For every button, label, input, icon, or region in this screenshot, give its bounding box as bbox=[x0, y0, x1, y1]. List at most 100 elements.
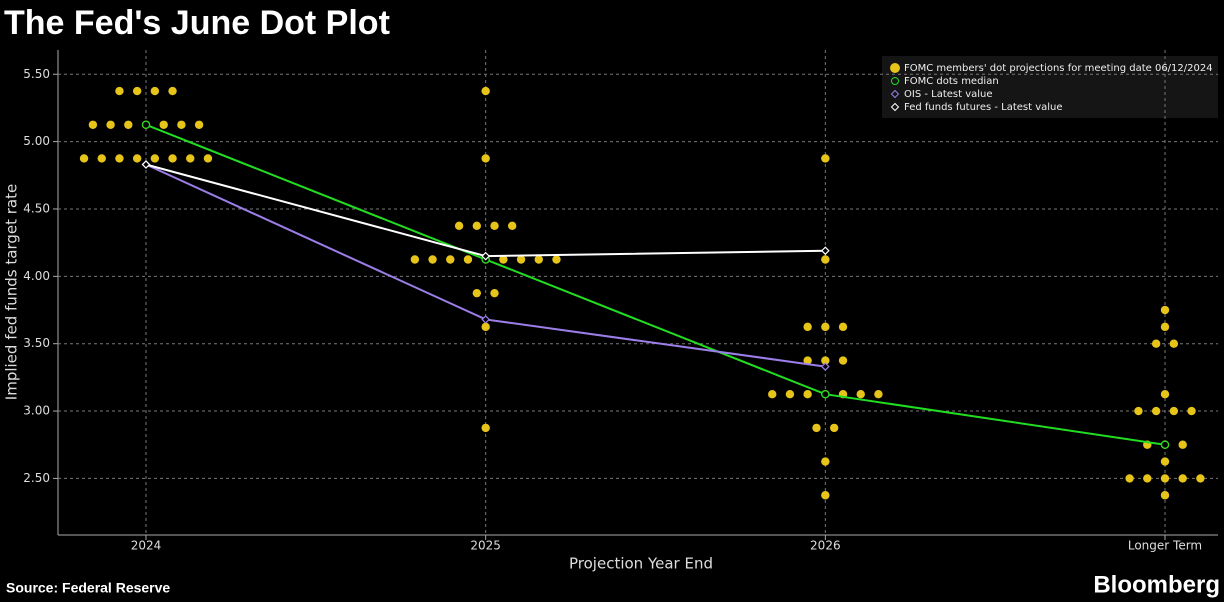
dot bbox=[1134, 406, 1143, 416]
dot bbox=[115, 154, 124, 163]
legend-label: FOMC dots median bbox=[904, 76, 999, 87]
dot bbox=[1169, 339, 1179, 348]
dot bbox=[177, 120, 186, 129]
chart-title: The Fed's June Dot Plot bbox=[4, 4, 390, 42]
y-tick-label: 4.50 bbox=[23, 201, 50, 215]
dot bbox=[454, 221, 464, 231]
dot bbox=[115, 86, 124, 96]
x-tick-label: 2024 bbox=[131, 539, 162, 553]
dot bbox=[97, 154, 106, 163]
y-tick-label: 5.50 bbox=[23, 67, 50, 81]
legend-symbol bbox=[890, 89, 900, 99]
dot bbox=[856, 390, 865, 399]
x-tick-label: Longer Term bbox=[1128, 539, 1202, 553]
dot bbox=[472, 221, 482, 231]
dot bbox=[124, 120, 133, 129]
dot bbox=[821, 154, 830, 163]
legend-box bbox=[882, 56, 1218, 118]
dot bbox=[829, 423, 839, 433]
dot bbox=[838, 356, 848, 365]
dot bbox=[785, 390, 795, 399]
dot bbox=[821, 457, 830, 466]
source: Source: Federal Reserve bbox=[6, 580, 170, 596]
dot bbox=[150, 86, 160, 96]
legend-symbol bbox=[890, 63, 900, 73]
dot bbox=[186, 154, 195, 163]
y-tick-label: 5.00 bbox=[23, 134, 50, 148]
dot bbox=[1143, 474, 1152, 483]
dot bbox=[821, 322, 830, 332]
dot bbox=[874, 390, 883, 399]
dot bbox=[1160, 457, 1170, 466]
y-tick-label: 3.50 bbox=[23, 336, 50, 350]
dot bbox=[194, 120, 204, 129]
dot bbox=[812, 423, 821, 433]
x-tick-label: 2026 bbox=[810, 539, 841, 553]
dot bbox=[150, 154, 160, 163]
x-tick-label: 2025 bbox=[470, 539, 501, 553]
dot bbox=[428, 255, 437, 264]
dot bbox=[1160, 305, 1170, 315]
dot bbox=[159, 120, 168, 129]
dot bbox=[1151, 339, 1161, 348]
dot bbox=[481, 86, 490, 96]
dot bbox=[821, 491, 830, 500]
dot bbox=[534, 255, 543, 264]
dot bbox=[1151, 406, 1161, 416]
dot bbox=[1160, 491, 1170, 500]
marker bbox=[1160, 440, 1170, 449]
marker bbox=[820, 246, 830, 256]
dot bbox=[1187, 406, 1196, 416]
dot bbox=[1178, 440, 1187, 449]
dot bbox=[410, 255, 420, 264]
dot bbox=[79, 154, 89, 163]
dot bbox=[481, 423, 490, 433]
line bbox=[145, 123, 1166, 446]
dot bbox=[481, 322, 490, 332]
y-axis-label: Implied fed funds target rate bbox=[3, 184, 21, 400]
dot bbox=[168, 86, 177, 96]
dot bbox=[472, 288, 482, 298]
legend-symbol bbox=[891, 77, 899, 85]
dot bbox=[803, 390, 812, 399]
dot bbox=[106, 120, 115, 129]
brand: Bloomberg bbox=[1093, 571, 1220, 598]
dot bbox=[168, 154, 177, 163]
marker bbox=[141, 120, 151, 129]
legend-symbol bbox=[890, 102, 900, 112]
marker bbox=[481, 251, 491, 261]
dot bbox=[821, 356, 830, 365]
dot bbox=[88, 120, 98, 129]
dot bbox=[821, 255, 830, 264]
dot bbox=[552, 255, 561, 264]
dot bbox=[463, 255, 473, 264]
legend-label: FOMC members' dot projections for meetin… bbox=[904, 63, 1213, 74]
dot bbox=[1160, 474, 1170, 483]
dot bbox=[499, 255, 508, 264]
dot bbox=[803, 356, 812, 365]
dot bbox=[1160, 390, 1170, 399]
y-tick-label: 3.00 bbox=[23, 404, 50, 418]
dot bbox=[803, 322, 812, 332]
dot bbox=[838, 322, 848, 332]
y-tick-label: 4.00 bbox=[23, 269, 50, 283]
marker bbox=[481, 315, 491, 324]
legend-label: Fed funds futures - Latest value bbox=[904, 102, 1063, 113]
dot bbox=[481, 154, 490, 163]
dot bbox=[490, 288, 499, 298]
marker bbox=[820, 362, 830, 371]
legend-label: OIS - Latest value bbox=[904, 89, 993, 100]
marker bbox=[821, 390, 830, 399]
marker bbox=[141, 160, 151, 169]
dot bbox=[1178, 474, 1187, 483]
dot bbox=[132, 86, 142, 96]
dot bbox=[446, 255, 455, 264]
dot bbox=[768, 390, 777, 399]
dot bbox=[490, 221, 499, 231]
dot bbox=[516, 255, 526, 264]
dot bbox=[132, 154, 142, 163]
dot bbox=[1169, 406, 1179, 416]
dot bbox=[203, 154, 213, 163]
dot bbox=[1196, 474, 1205, 483]
